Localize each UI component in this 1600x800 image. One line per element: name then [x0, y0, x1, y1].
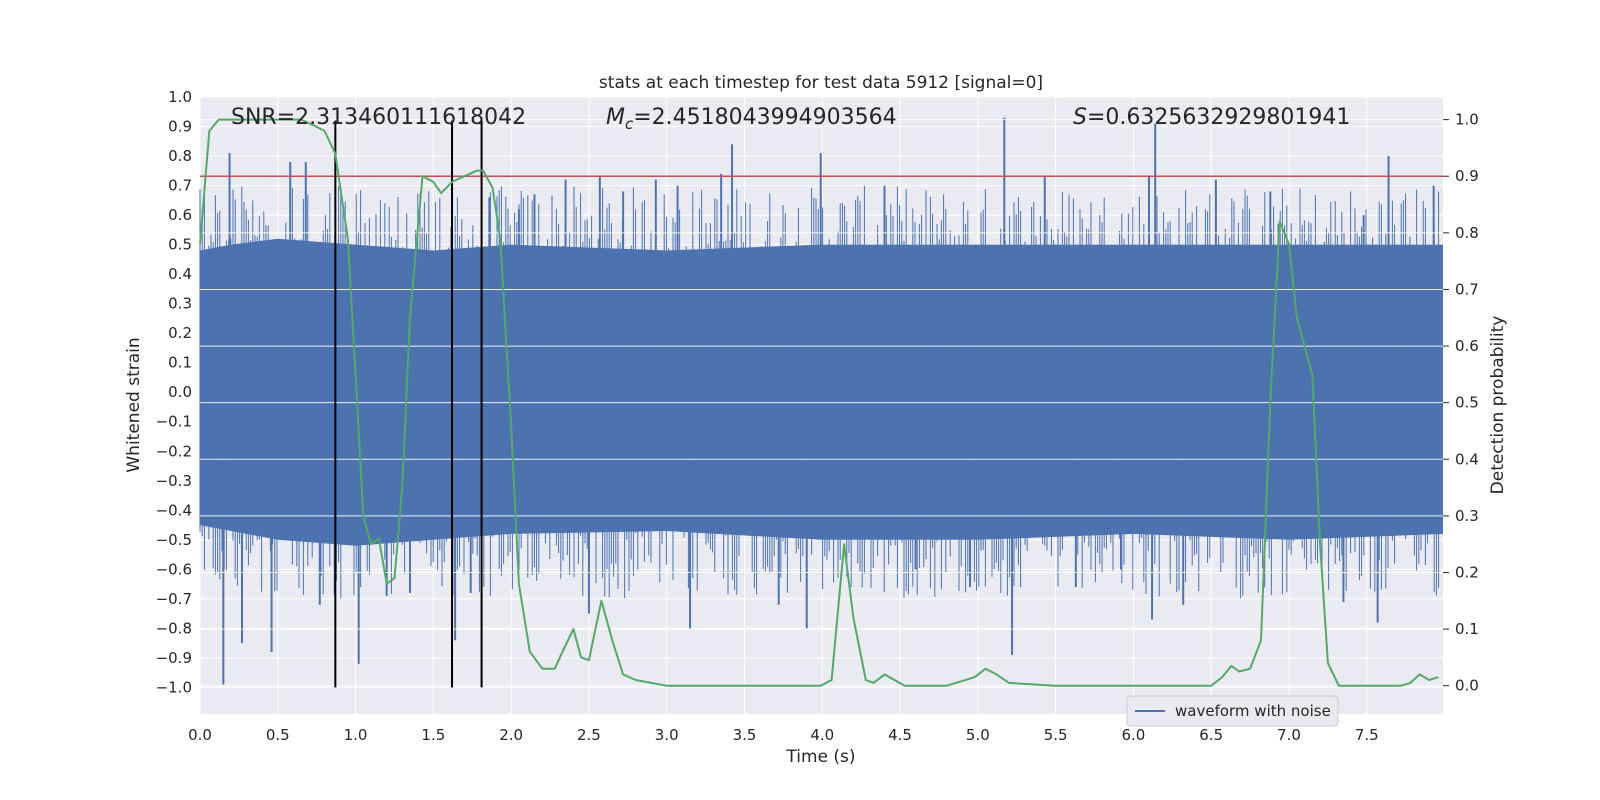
- x-tick-label: 3.0: [655, 726, 679, 744]
- legend-box: [1126, 695, 1339, 727]
- x-tick-label: 0.0: [188, 726, 212, 744]
- y-right-tick-label: 0.8: [1455, 224, 1479, 242]
- y-axis-left-ticks: 1.0 0.9 0.8 0.7 0.6 0.5 0.4 0.3 0.2 0.1 0.0 −0.1 −0.…: [156, 88, 192, 696]
- y-right-tick-label: 0.5: [1455, 394, 1479, 412]
- y-left-tick-label: 0.1: [168, 354, 192, 372]
- y-left-tick-label: −0.4: [156, 501, 192, 519]
- chirp-mass-annotation: Mc=2.4518043994903564: [606, 105, 897, 133]
- y-left-tick-label: −1.0: [156, 678, 192, 696]
- snr-annotation: SNR=2.313460111618042: [231, 105, 526, 130]
- y-right-tick-label: 0.4: [1455, 450, 1479, 468]
- y-left-tick-label: 0.2: [168, 324, 192, 342]
- x-axis-ticks: 0.0 0.5 1.0 1.5 2.0 2.5 3.0 3.5 4.0 4.5 5.0 5.5 6.0 6…: [188, 726, 1379, 744]
- y-left-tick-label: −0.1: [156, 413, 192, 431]
- y-axis-left-label: Whitened strain: [124, 337, 144, 472]
- y-right-tick-label: 0.0: [1455, 677, 1479, 695]
- s-symbol: S: [1073, 105, 1087, 130]
- y-axis-right-label: Detection probability: [1488, 316, 1508, 495]
- x-tick-label: 1.0: [344, 726, 368, 744]
- chirp-mass-subscript: c: [625, 115, 634, 133]
- x-tick-label: 7.5: [1355, 726, 1379, 744]
- y-left-tick-label: 0.9: [168, 118, 192, 136]
- y-left-tick-label: −0.6: [156, 560, 192, 578]
- y-left-tick-label: −0.5: [156, 531, 192, 549]
- y-left-tick-label: −0.2: [156, 442, 192, 460]
- x-tick-label: 5.5: [1044, 726, 1068, 744]
- chirp-mass-symbol: M: [606, 105, 625, 130]
- chart-title: stats at each timestep for test data 591…: [599, 73, 1043, 93]
- x-tick-label: 6.0: [1121, 726, 1145, 744]
- legend-label-waveform: waveform with noise: [1175, 702, 1331, 720]
- y-left-tick-label: −0.9: [156, 649, 192, 667]
- x-tick-label: 2.5: [577, 726, 601, 744]
- y-left-tick-label: 0.5: [168, 236, 192, 254]
- x-tick-label: 5.0: [966, 726, 990, 744]
- s-value: =0.6325632929801941: [1087, 105, 1350, 130]
- y-left-tick-label: 0.6: [168, 206, 192, 224]
- y-left-tick-label: 1.0: [168, 88, 192, 106]
- x-tick-label: 4.0: [810, 726, 834, 744]
- x-tick-label: 7.0: [1277, 726, 1301, 744]
- y-axis-right-ticks: 1.0 0.9 0.8 0.7 0.6 0.5 0.4 0.3 0.2 0.1 0.0: [1443, 111, 1479, 695]
- x-axis-label: Time (s): [785, 747, 855, 767]
- y-right-tick-label: 1.0: [1455, 111, 1479, 129]
- y-left-tick-label: 0.8: [168, 147, 192, 165]
- y-right-tick-label: 0.2: [1455, 563, 1479, 581]
- y-left-tick-label: 0.3: [168, 295, 192, 313]
- y-left-tick-label: −0.7: [156, 590, 192, 608]
- y-right-tick-label: 0.1: [1455, 620, 1479, 638]
- y-left-tick-label: 0.7: [168, 177, 192, 195]
- y-right-tick-label: 0.6: [1455, 337, 1479, 355]
- overlay-layer: [199, 118, 1443, 688]
- y-left-tick-label: −0.8: [156, 619, 192, 637]
- x-tick-label: 2.0: [499, 726, 523, 744]
- y-right-tick-label: 0.9: [1455, 167, 1479, 185]
- y-left-tick-label: 0.4: [168, 265, 192, 283]
- chirp-mass-value: =2.4518043994903564: [633, 105, 896, 130]
- x-tick-label: 4.5: [888, 726, 912, 744]
- y-right-tick-label: 0.3: [1455, 507, 1479, 525]
- x-tick-label: 3.5: [733, 726, 757, 744]
- x-tick-label: 1.5: [421, 726, 445, 744]
- legend: waveform with noise: [1126, 695, 1339, 727]
- y-right-tick-label: 0.7: [1455, 280, 1479, 298]
- detection-probability-line: [199, 118, 1439, 687]
- y-left-tick-label: −0.3: [156, 472, 192, 490]
- x-tick-label: 0.5: [266, 726, 290, 744]
- y-left-tick-label: 0.0: [168, 383, 192, 401]
- x-tick-label: 6.5: [1199, 726, 1223, 744]
- s-annotation: S=0.6325632929801941: [1073, 105, 1350, 130]
